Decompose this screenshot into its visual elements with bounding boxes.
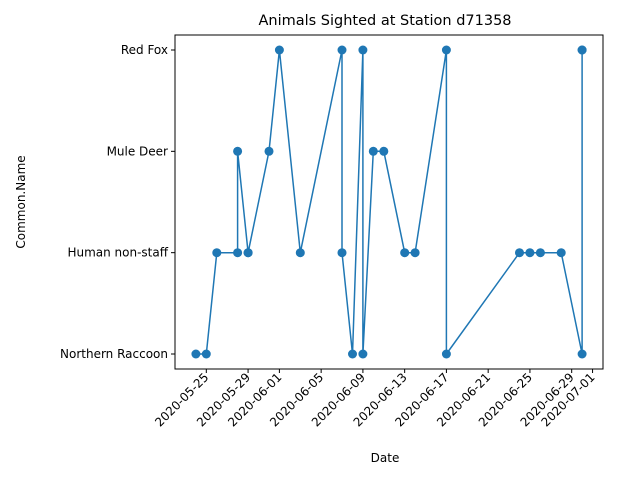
- data-point: [577, 349, 587, 359]
- data-point: [295, 248, 305, 258]
- data-point: [400, 248, 410, 258]
- data-point: [358, 349, 368, 359]
- data-point: [379, 146, 389, 156]
- data-point: [556, 248, 566, 258]
- data-point: [535, 248, 545, 258]
- data-point: [525, 248, 535, 258]
- data-point: [441, 45, 451, 55]
- data-point: [264, 146, 274, 156]
- y-axis-title: Common.Name: [14, 155, 28, 248]
- data-point: [577, 45, 587, 55]
- data-point: [337, 248, 347, 258]
- data-point: [348, 349, 357, 359]
- data-point: [243, 248, 253, 258]
- y-tick-label: Human non-staff: [67, 246, 168, 260]
- chart-title: Animals Sighted at Station d71358: [258, 13, 511, 29]
- data-point: [515, 248, 524, 258]
- y-axis: Northern Raccoon Human non-staff Mule Deer…: [60, 43, 175, 361]
- data-point: [201, 349, 211, 359]
- data-point: [441, 349, 451, 359]
- data-point: [212, 248, 222, 258]
- data-point: [410, 248, 420, 258]
- data-point: [337, 45, 347, 55]
- series-markers: [191, 45, 587, 359]
- y-tick-label: Northern Raccoon: [60, 347, 168, 361]
- data-point: [358, 45, 368, 55]
- data-point: [368, 146, 378, 156]
- data-point: [233, 146, 243, 156]
- y-tick-label: Mule Deer: [107, 144, 168, 158]
- x-axis-title: Date: [371, 451, 400, 465]
- data-point: [233, 248, 243, 258]
- data-point: [191, 349, 201, 359]
- data-point: [274, 45, 284, 55]
- y-tick-label: Red Fox: [121, 43, 168, 57]
- axes-frame: [174, 34, 604, 370]
